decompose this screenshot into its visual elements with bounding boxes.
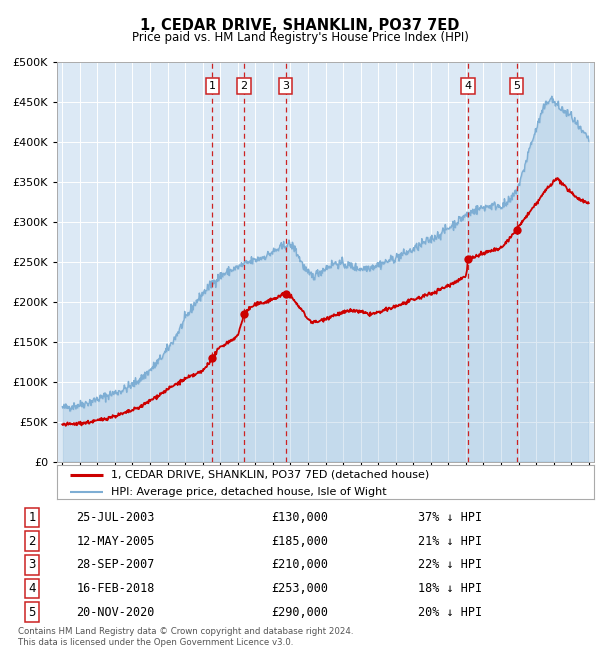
Text: 20-NOV-2020: 20-NOV-2020 — [76, 606, 155, 619]
Text: Price paid vs. HM Land Registry's House Price Index (HPI): Price paid vs. HM Land Registry's House … — [131, 31, 469, 44]
Text: 4: 4 — [28, 582, 36, 595]
Text: 3: 3 — [283, 81, 289, 91]
Text: 22% ↓ HPI: 22% ↓ HPI — [418, 558, 482, 571]
Text: 20% ↓ HPI: 20% ↓ HPI — [418, 606, 482, 619]
Text: 16-FEB-2018: 16-FEB-2018 — [76, 582, 155, 595]
Text: £185,000: £185,000 — [271, 535, 329, 548]
Text: 12-MAY-2005: 12-MAY-2005 — [76, 535, 155, 548]
Text: 4: 4 — [464, 81, 472, 91]
Text: 1: 1 — [209, 81, 216, 91]
Text: 1: 1 — [28, 511, 36, 524]
Text: 25-JUL-2003: 25-JUL-2003 — [76, 511, 155, 524]
Text: 1, CEDAR DRIVE, SHANKLIN, PO37 7ED: 1, CEDAR DRIVE, SHANKLIN, PO37 7ED — [140, 18, 460, 33]
Text: 3: 3 — [28, 558, 36, 571]
Text: HPI: Average price, detached house, Isle of Wight: HPI: Average price, detached house, Isle… — [111, 487, 386, 497]
Text: 21% ↓ HPI: 21% ↓ HPI — [418, 535, 482, 548]
Text: £253,000: £253,000 — [271, 582, 329, 595]
Text: £210,000: £210,000 — [271, 558, 329, 571]
Text: 2: 2 — [241, 81, 248, 91]
Text: £290,000: £290,000 — [271, 606, 329, 619]
Text: Contains HM Land Registry data © Crown copyright and database right 2024.
This d: Contains HM Land Registry data © Crown c… — [18, 627, 353, 647]
Text: £130,000: £130,000 — [271, 511, 329, 524]
Text: 18% ↓ HPI: 18% ↓ HPI — [418, 582, 482, 595]
Text: 2: 2 — [28, 535, 36, 548]
Text: 5: 5 — [28, 606, 36, 619]
Text: 28-SEP-2007: 28-SEP-2007 — [76, 558, 155, 571]
Text: 1, CEDAR DRIVE, SHANKLIN, PO37 7ED (detached house): 1, CEDAR DRIVE, SHANKLIN, PO37 7ED (deta… — [111, 470, 429, 480]
Text: 37% ↓ HPI: 37% ↓ HPI — [418, 511, 482, 524]
Text: 5: 5 — [513, 81, 520, 91]
